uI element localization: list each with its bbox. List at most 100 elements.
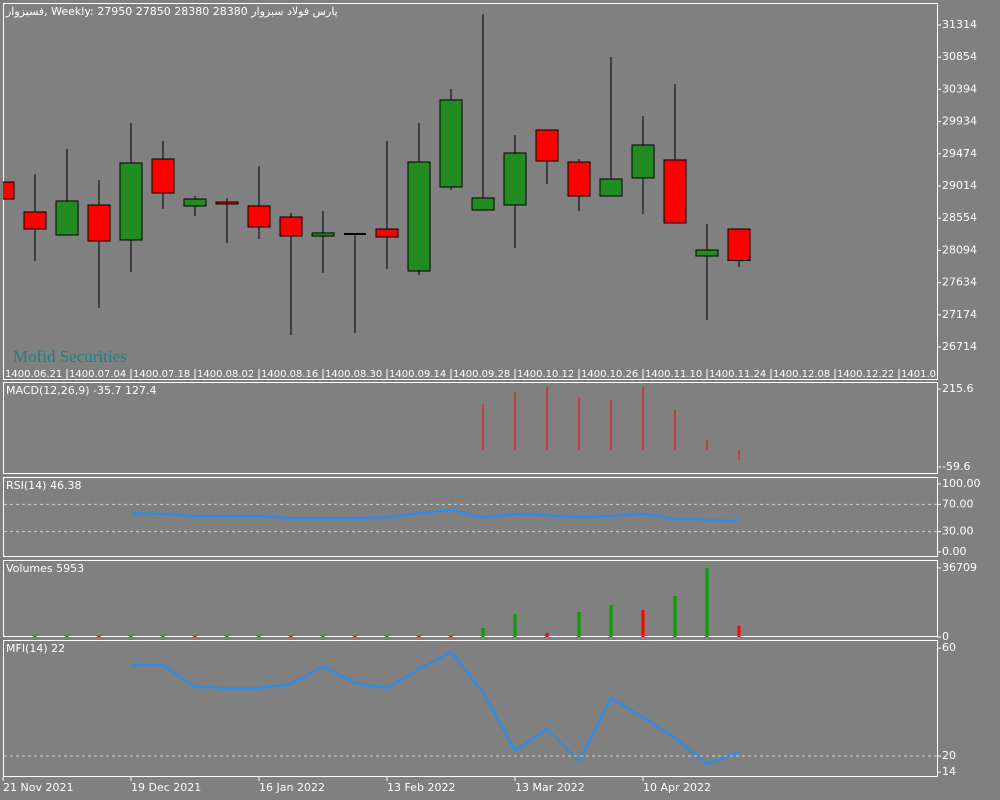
bar <box>225 635 229 637</box>
y-tick-label: 27634 <box>942 276 977 289</box>
bar <box>641 609 645 637</box>
candle-body <box>151 158 175 194</box>
panel-title: MACD(12,26,9) -35.7 127.4 <box>6 384 157 397</box>
top-axis-label: 1400.08.16 <box>261 369 318 380</box>
bar <box>706 439 708 451</box>
candle-body <box>55 200 79 236</box>
candle-body <box>247 205 271 228</box>
candle-body <box>87 204 111 242</box>
bar <box>577 611 581 637</box>
top-axis-label: 1400.09.28 <box>453 369 510 380</box>
y-tick-label: -59.6 <box>942 460 970 473</box>
candle-body <box>215 201 239 205</box>
bar <box>513 613 517 637</box>
line <box>131 650 740 766</box>
x-tick-label: 21 Nov 2021 <box>3 781 73 794</box>
bar <box>514 392 516 451</box>
bar <box>193 635 197 637</box>
top-axis-label: 1400.11.10 <box>645 369 702 380</box>
y-tick-label: 28554 <box>942 211 977 224</box>
candle-body <box>375 228 399 238</box>
y-tick-label: 28094 <box>942 243 977 256</box>
top-axis-label: 1400.10.26 <box>581 369 638 380</box>
bar <box>353 635 357 637</box>
marks: 1400.06.21 1400.07.04 1400.07.18 1400.08.02… <box>3 13 936 766</box>
bar <box>129 635 133 637</box>
y-tick-label: 31314 <box>942 18 977 31</box>
bar <box>417 635 421 637</box>
bar <box>609 604 613 637</box>
y-tick-label: 0 <box>942 630 949 643</box>
top-axis-label: 1400.09.14 <box>389 369 446 380</box>
macd-panel <box>3 382 938 474</box>
candle-body <box>631 144 655 179</box>
bar <box>642 386 644 451</box>
candle-body <box>23 211 47 230</box>
volume-panel <box>3 560 938 637</box>
bar <box>705 567 709 637</box>
bar <box>674 409 676 451</box>
y-tick-label: 30.00 <box>942 525 974 538</box>
candle-body <box>727 228 751 261</box>
y-tick-label: 215.6 <box>942 382 974 395</box>
rsi-panel <box>3 477 938 557</box>
y-tick-label: 27174 <box>942 308 977 321</box>
candle-body <box>183 198 207 207</box>
bar <box>546 386 548 451</box>
y-tick-label: 29014 <box>942 179 977 192</box>
candle-body <box>279 216 303 237</box>
bar <box>610 399 612 451</box>
y-tick-label: 36709 <box>942 561 977 574</box>
x-tick-label: 16 Jan 2022 <box>259 781 325 794</box>
y-tick-label: 20 <box>942 749 956 762</box>
candle-body <box>535 129 559 162</box>
y-tick-label: 0.00 <box>942 545 967 558</box>
top-axis-label: 1400.08.02 <box>197 369 254 380</box>
bar <box>385 635 389 637</box>
top-axis-label: 1400.12.22 <box>837 369 894 380</box>
bar <box>737 625 741 637</box>
candle-body <box>439 99 463 188</box>
candle-body <box>3 181 15 200</box>
top-axis-label: 1400.08.30 <box>325 369 382 380</box>
bar <box>161 635 165 637</box>
x-tick-label: 10 Apr 2022 <box>643 781 711 794</box>
panel-title: Volumes 5953 <box>6 562 84 575</box>
top-axis-label: 1400.06.21 <box>5 369 62 380</box>
bar <box>449 635 453 637</box>
top-axis-label: 1400.12.08 <box>773 369 830 380</box>
candle-body <box>663 159 687 224</box>
bar <box>482 404 484 451</box>
x-tick-label: 19 Dec 2021 <box>131 781 201 794</box>
y-tick-label: 29474 <box>942 147 977 160</box>
line <box>130 508 740 522</box>
top-axis-label: 1400.10.12 <box>517 369 574 380</box>
bar <box>65 635 69 637</box>
y-tick-label: 60 <box>942 641 956 654</box>
y-tick-label: 14 <box>942 765 956 778</box>
y-tick-label: 100.00 <box>942 477 981 490</box>
bar <box>97 635 101 637</box>
bar <box>545 632 549 637</box>
top-axis-label: 1400.07.18 <box>133 369 190 380</box>
bar <box>578 397 580 451</box>
bar <box>289 635 293 637</box>
panel-title: MFI(14) 22 <box>6 642 65 655</box>
bar <box>673 595 677 637</box>
bar <box>257 635 261 637</box>
bar <box>321 635 325 637</box>
x-tick-label: 13 Feb 2022 <box>387 781 455 794</box>
y-tick-label: 29934 <box>942 115 977 128</box>
top-axis-label: 1400.11.24 <box>709 369 766 380</box>
bar <box>33 635 37 637</box>
y-tick-label: 30394 <box>942 82 977 95</box>
candle-body <box>567 161 591 197</box>
candle-body <box>503 152 527 206</box>
panel-title: RSI(14) 46.38 <box>6 479 81 492</box>
candle-body <box>599 178 623 197</box>
candle-body <box>311 232 335 237</box>
top-axis-label: 1400.07.04 <box>69 369 126 380</box>
